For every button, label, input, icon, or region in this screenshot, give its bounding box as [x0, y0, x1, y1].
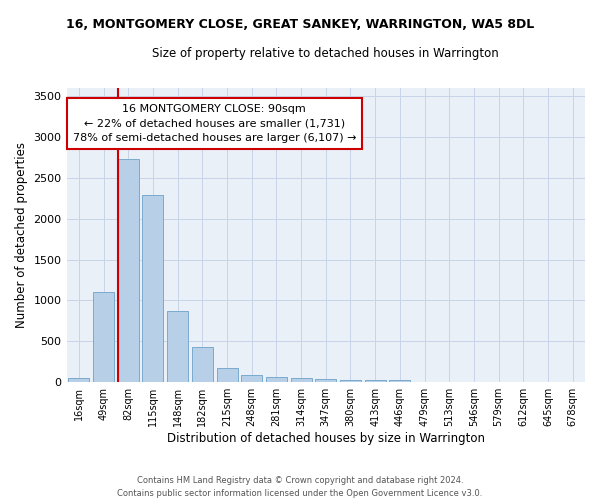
Bar [315, 379, 336, 382]
Text: 16 MONTGOMERY CLOSE: 90sqm
← 22% of detached houses are smaller (1,731)
78% of s: 16 MONTGOMERY CLOSE: 90sqm ← 22% of deta… [73, 104, 356, 143]
Bar [266, 378, 287, 382]
Bar [217, 368, 238, 382]
Text: Contains HM Land Registry data © Crown copyright and database right 2024.
Contai: Contains HM Land Registry data © Crown c… [118, 476, 482, 498]
Text: 16, MONTGOMERY CLOSE, GREAT SANKEY, WARRINGTON, WA5 8DL: 16, MONTGOMERY CLOSE, GREAT SANKEY, WARR… [66, 18, 534, 30]
Y-axis label: Number of detached properties: Number of detached properties [15, 142, 28, 328]
Bar [68, 378, 89, 382]
Bar [340, 380, 361, 382]
X-axis label: Distribution of detached houses by size in Warrington: Distribution of detached houses by size … [167, 432, 485, 445]
Title: Size of property relative to detached houses in Warrington: Size of property relative to detached ho… [152, 48, 499, 60]
Bar [118, 159, 139, 382]
Bar [167, 311, 188, 382]
Bar [290, 378, 311, 382]
Bar [142, 195, 163, 382]
Bar [192, 347, 213, 382]
Bar [365, 380, 386, 382]
Bar [93, 292, 114, 382]
Bar [389, 380, 410, 382]
Bar [241, 375, 262, 382]
